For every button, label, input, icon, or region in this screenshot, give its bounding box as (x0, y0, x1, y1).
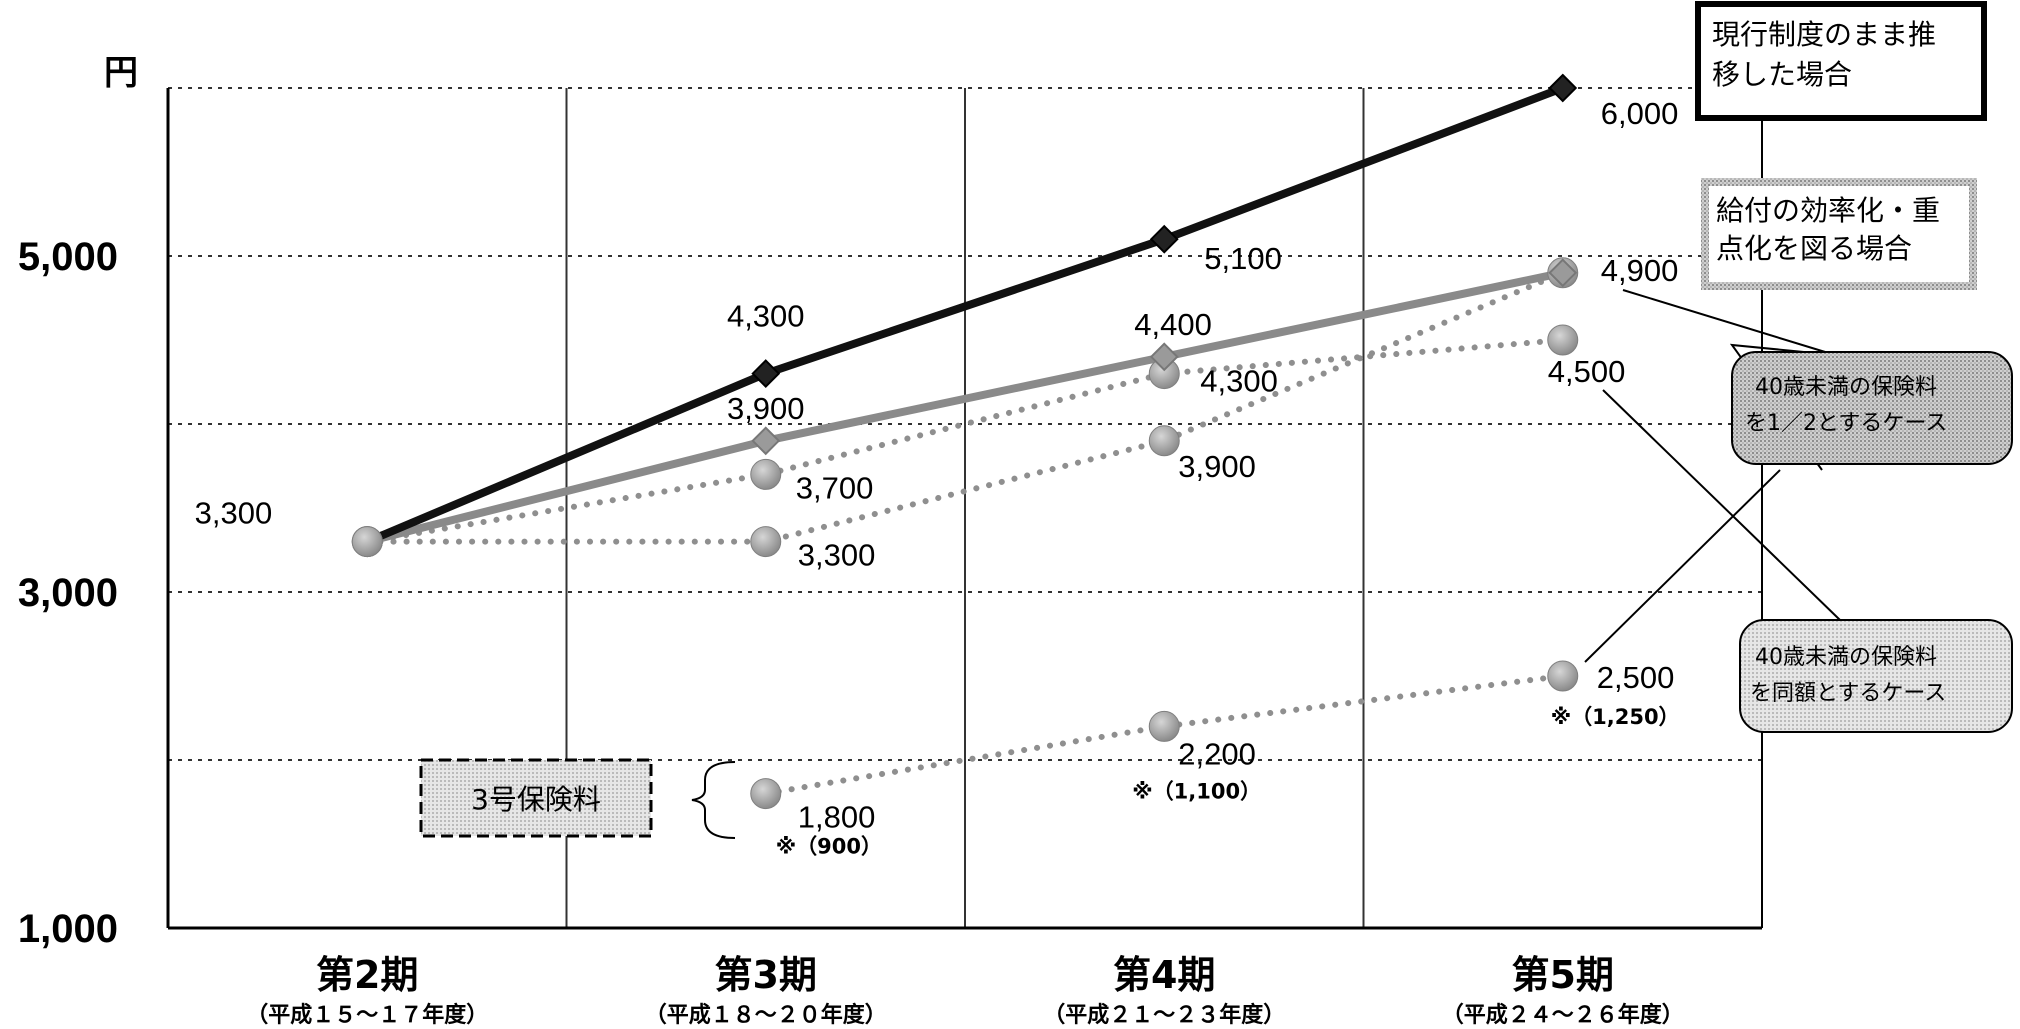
legend-box-half (1731, 351, 2013, 465)
data-label: 2,500 (1597, 660, 1675, 695)
x-category-sublabel: （平成２４～２６年度） (1442, 1002, 1684, 1028)
data-labels: 3,300 4,300 5,100 6,000 3,900 4,400 4,900 3,700… (195, 96, 1680, 859)
legend-text: を1／2とするケース (1745, 411, 1947, 436)
data-note: ※（900） (776, 835, 882, 859)
data-marker (750, 526, 782, 558)
x-axis-category-labels: 第2期 （平成１５～１７年度） 第3期 （平成１８～２０年度） 第4期 （平成２１～２３年… (246, 953, 1684, 1028)
x-category-label: 第4期 (1113, 953, 1215, 997)
legend-text: 給付の効率化・重 (1716, 194, 1940, 227)
data-marker (1148, 710, 1180, 742)
data-label: 3,300 (195, 496, 273, 531)
callout-line (1584, 469, 1781, 663)
data-label: 3,900 (727, 391, 805, 426)
data-marker (1149, 342, 1179, 372)
data-note: ※（1,250） (1551, 705, 1680, 729)
x-category-label: 第3期 (715, 953, 817, 997)
legend-text: 3号保険料 (471, 783, 601, 816)
legend-brace (691, 761, 736, 839)
y-tick-label: 5,000 (18, 235, 118, 279)
data-label: 4,400 (1134, 307, 1212, 342)
y-axis-tick-labels: 1,000 3,000 5,000 (18, 235, 118, 951)
legend-box-same (1739, 619, 2013, 733)
legend-text: 40歳未満の保険料 (1755, 645, 1937, 670)
legend-text: 現行制度のまま推 (1712, 18, 1936, 51)
legend-box-no3 (419, 758, 653, 838)
legend-box-current (1695, 1, 1987, 121)
y-tick-label: 1,000 (18, 907, 118, 951)
data-label: 4,500 (1548, 354, 1626, 389)
data-note: ※（1,100） (1132, 779, 1261, 803)
data-label: 3,900 (1178, 449, 1256, 484)
grid-lines (168, 87, 1762, 928)
data-label: 2,200 (1178, 736, 1256, 771)
legend-text: 移した場合 (1712, 58, 1852, 91)
data-marker (751, 359, 781, 389)
callout-lines (1584, 289, 1841, 663)
x-category-sublabel: （平成２１～２３年度） (1043, 1002, 1285, 1028)
legend-text: 40歳未満の保険料 (1755, 375, 1937, 400)
data-label: 6,000 (1601, 96, 1679, 131)
data-label: 5,100 (1204, 241, 1282, 276)
data-label: 4,900 (1601, 253, 1679, 288)
data-label: 4,300 (1200, 364, 1278, 399)
x-category-sublabel: （平成１５～１７年度） (246, 1002, 488, 1028)
legend-text: 点化を図る場合 (1716, 232, 1912, 265)
legend-text: を同額とするケース (1750, 681, 1946, 706)
x-category-label: 第5期 (1512, 953, 1614, 997)
data-marker (751, 426, 781, 456)
data-marker (1548, 73, 1578, 103)
data-label: 3,300 (798, 538, 876, 573)
data-marker (1148, 425, 1180, 457)
y-axis-unit: 円 (104, 53, 138, 93)
data-marker (351, 526, 383, 558)
data-label: 3,700 (796, 470, 874, 505)
series-lines (351, 73, 1579, 810)
data-label: 1,800 (798, 800, 876, 835)
data-marker (1149, 224, 1179, 254)
x-category-label: 第2期 (316, 953, 418, 997)
data-marker (1547, 324, 1579, 356)
data-marker (1548, 258, 1578, 288)
callout-line (1602, 389, 1841, 621)
y-tick-label: 3,000 (18, 571, 118, 615)
legend-box-efficient (1701, 178, 1977, 290)
series-line-current (365, 84, 1565, 546)
series-line-dotted (364, 269, 1566, 545)
series-line-efficient (366, 268, 1564, 546)
x-category-sublabel: （平成１８～２０年度） (645, 1002, 887, 1028)
data-marker (1547, 660, 1579, 692)
data-marker (750, 458, 782, 490)
data-label: 4,300 (727, 299, 805, 334)
data-marker (750, 778, 782, 810)
